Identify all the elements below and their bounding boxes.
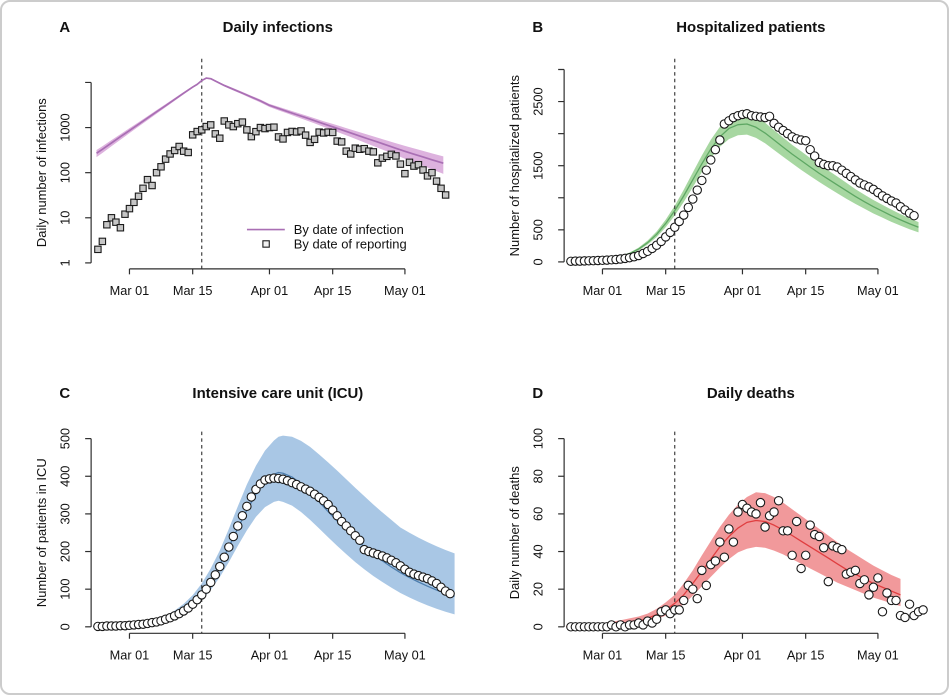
daily-deaths-chart: 0 20 40 60 80 100 Mar 01 Mar 15 Apr 01 Apr 15 May … [506,385,928,663]
y-axis-label: Daily number of deaths [506,466,521,599]
credible-band [565,113,919,262]
y-tick-label: 10 [58,211,73,225]
x-axis: Mar 01 Mar 15 Apr 01 Apr 15 May 01 [582,632,899,663]
y-tick-label: 80 [530,469,545,483]
x-tick-label: Apr 15 [314,283,352,298]
x-tick-label: Apr 01 [723,283,761,298]
y-tick-label: 100 [58,579,73,600]
panel-letter: D [532,385,543,402]
hospitalized-patients-chart: 0 500 1500 2500 Mar 01 Mar 15 Apr 01 Apr 15 May … [506,19,919,298]
panel-title: Daily infections [223,19,333,36]
y-tick-label: 1500 [530,152,545,180]
x-tick-label: Apr 15 [786,648,824,663]
x-axis: Mar 01 Mar 15 Apr 01 Apr 15 May 01 [110,268,426,298]
y-tick-label: 40 [530,544,545,558]
legend-square-sample [262,240,270,248]
credible-band [93,435,455,627]
x-tick-label: Apr 01 [723,648,761,663]
x-tick-label: Apr 01 [251,648,289,663]
model-line [96,77,444,165]
x-tick-label: May 01 [857,648,899,663]
x-tick-label: May 01 [384,648,426,663]
panel-title: Daily deaths [706,385,794,402]
x-axis: Mar 01 Mar 15 Apr 01 Apr 15 May 01 [582,268,899,298]
panel-letter: C [59,385,70,402]
x-tick-label: May 01 [857,283,899,298]
x-tick-label: Mar 01 [110,648,150,663]
y-axis-label: Daily number of infections [34,98,49,247]
x-tick-label: Mar 15 [645,648,685,663]
y-tick-label: 0 [530,623,545,630]
x-tick-label: Mar 15 [645,283,685,298]
y-tick-label: 1 [58,259,73,266]
y-tick-label: 500 [530,219,545,240]
panel-letter: B [532,19,543,36]
observed-points [565,108,919,267]
legend-label: By date of reporting [294,236,407,251]
x-tick-label: Apr 01 [251,283,289,298]
y-tick-label: 2500 [530,87,545,115]
y-tick-label: 1000 [58,113,73,141]
observed-points [94,117,450,254]
legend-label: By date of infection [294,222,404,237]
y-axis: 0 500 1500 2500 [530,68,565,265]
panel-daily-infections: 1 10 100 1000 Mar 01 Mar 15 Apr 01 Apr 15 May 01… [2,2,475,348]
x-tick-label: Mar 15 [173,283,213,298]
credible-band [565,492,900,627]
x-tick-label: Mar 01 [582,283,622,298]
y-axis-label: Number of patients in ICU [34,458,49,607]
panel-title: Hospitalized patients [676,19,825,36]
y-tick-label: 60 [530,507,545,521]
x-axis: Mar 01 Mar 15 Apr 01 Apr 15 May 01 [110,632,426,663]
y-tick-label: 100 [530,428,545,449]
y-tick-label: 500 [58,428,73,449]
panel-daily-deaths: 0 20 40 60 80 100 Mar 01 Mar 15 Apr 01 Apr 15 May … [475,348,948,693]
y-axis: 1 10 100 1000 [58,81,92,266]
model-line [565,123,919,263]
y-tick-label: 20 [530,582,545,596]
observed-points [565,496,928,632]
x-tick-label: Mar 01 [110,283,150,298]
y-tick-label: 400 [58,466,73,487]
x-tick-label: Apr 15 [786,283,824,298]
daily-infections-chart: 1 10 100 1000 Mar 01 Mar 15 Apr 01 Apr 15 May 01… [34,19,450,298]
icu-chart: 0 100 200 300 400 500 Mar 01 Mar 15 Apr 01 Apr 15… [34,385,455,663]
panel-letter: A [59,19,70,36]
observed-points [93,473,455,632]
x-tick-label: May 01 [384,283,426,298]
y-axis: 0 20 40 60 80 100 [530,428,565,630]
x-tick-label: Mar 01 [582,648,622,663]
y-axis: 0 100 200 300 400 500 [58,428,92,630]
panel-hospitalized-patients: 0 500 1500 2500 Mar 01 Mar 15 Apr 01 Apr 15 May … [475,2,948,348]
y-tick-label: 300 [58,503,73,524]
panel-icu: 0 100 200 300 400 500 Mar 01 Mar 15 Apr 01 Apr 15… [2,348,475,693]
y-tick-label: 200 [58,541,73,562]
panel-title: Intensive care unit (ICU) [192,385,363,402]
x-tick-label: Apr 15 [314,648,352,663]
y-tick-label: 0 [58,623,73,630]
y-tick-label: 100 [58,162,73,183]
y-tick-label: 0 [530,258,545,265]
x-tick-label: Mar 15 [173,648,213,663]
y-axis-label: Number of hospitalized patients [506,75,521,256]
